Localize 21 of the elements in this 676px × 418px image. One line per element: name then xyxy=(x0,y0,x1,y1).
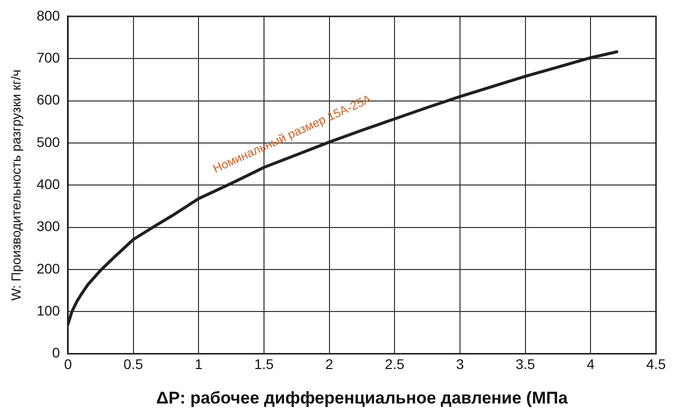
y-tick-label: 0 xyxy=(52,344,60,361)
x-tick-label: 4 xyxy=(586,356,595,372)
y-tick-label: 100 xyxy=(36,302,60,318)
y-tick-label: 200 xyxy=(36,260,60,276)
x-axis-title: ΔP: рабочее дифференциальное давление (МПа xyxy=(156,388,568,408)
x-tick-label: 1 xyxy=(194,356,203,372)
x-tick-label: 0.5 xyxy=(124,356,144,372)
y-tick-label: 800 xyxy=(36,7,60,24)
x-tick-label: 4.5 xyxy=(646,356,666,372)
y-tick-label: 500 xyxy=(36,134,60,150)
x-tick-label: 1.5 xyxy=(254,356,274,372)
x-tick-label: 3 xyxy=(456,356,464,372)
y-axis-title: W: Производительность разгрузки кг/ч xyxy=(8,70,24,301)
y-tick-label: 300 xyxy=(36,218,60,234)
x-tick-label: 3.5 xyxy=(516,356,536,372)
x-tick-label: 0 xyxy=(64,356,72,372)
y-tick-label: 400 xyxy=(36,176,60,192)
x-tick-label: 2 xyxy=(325,356,334,372)
y-tick-label: 600 xyxy=(36,92,60,108)
y-tick-label: 700 xyxy=(36,49,60,66)
x-tick-label: 2.5 xyxy=(384,356,405,372)
